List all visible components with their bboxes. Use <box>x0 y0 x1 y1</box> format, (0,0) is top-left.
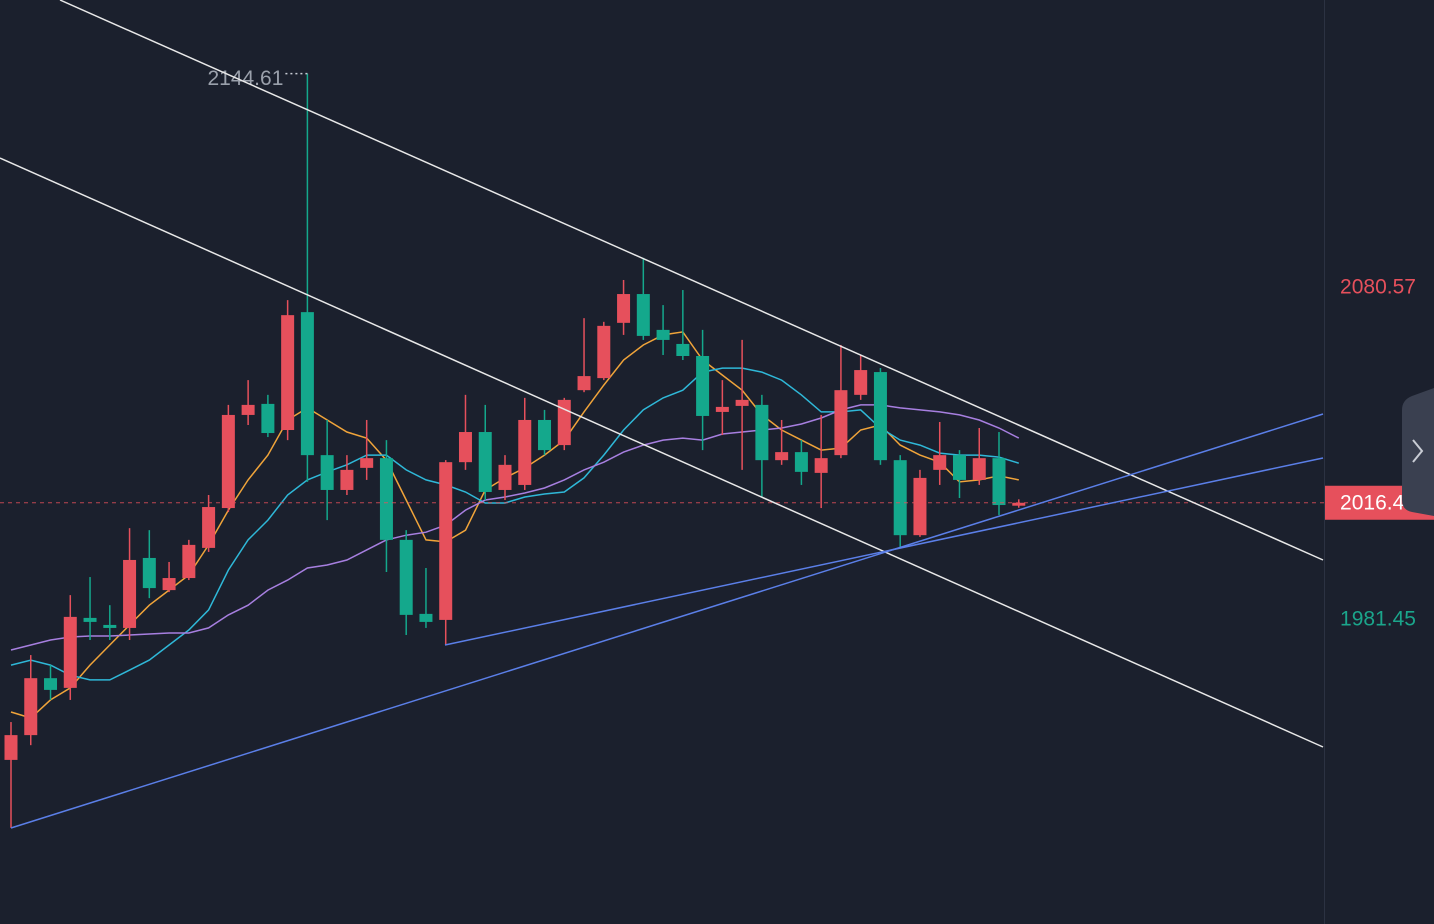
candle-body <box>83 617 97 622</box>
moving-average-line <box>10 404 1020 651</box>
candle-body <box>419 613 433 622</box>
candle-body <box>656 329 670 340</box>
candle-body <box>202 507 216 548</box>
moving-average-line <box>10 367 1020 681</box>
candle-body <box>636 294 650 336</box>
candle-body <box>142 557 156 589</box>
candle-body <box>755 404 769 461</box>
candle-body <box>63 616 77 688</box>
candle-body <box>221 414 235 509</box>
candle-body <box>458 432 472 463</box>
candle-body <box>913 477 927 536</box>
candle-body <box>735 399 749 406</box>
candle-body <box>44 678 58 690</box>
side-panel-tab[interactable] <box>1402 388 1434 516</box>
plot-area: 2144.61 <box>0 67 1324 828</box>
candle-body <box>261 403 275 434</box>
channel-line <box>0 157 1324 748</box>
y-tick-label: 1981.45 <box>1340 608 1416 631</box>
candle-body <box>972 458 986 480</box>
candle-body <box>320 455 334 490</box>
candle-body <box>241 404 255 415</box>
candle-body <box>439 462 453 620</box>
candle-body <box>399 539 413 615</box>
candle-body <box>360 458 374 468</box>
candle-body <box>676 343 690 357</box>
candle-body <box>1012 502 1026 506</box>
moving-average-line <box>10 331 1019 719</box>
candle-body <box>103 624 117 628</box>
candle-body <box>893 460 907 536</box>
candle-body <box>794 452 808 472</box>
candle-body <box>162 578 176 591</box>
candle-body <box>182 544 196 579</box>
candle-body <box>478 432 492 492</box>
candle-body <box>814 458 828 473</box>
channel-line <box>59 0 1324 561</box>
candle-body <box>597 325 611 379</box>
candle-body <box>4 735 18 760</box>
candle-body <box>538 419 552 451</box>
candle-body <box>518 419 532 485</box>
last-price-label: 2016.48 <box>1340 491 1416 514</box>
candle-body <box>992 458 1006 506</box>
candle-body <box>379 458 393 540</box>
expand-icon[interactable] <box>1412 439 1424 463</box>
candle-body <box>498 464 512 490</box>
candle-body <box>952 455 966 480</box>
candle-body <box>775 452 789 461</box>
candle-body <box>24 678 38 736</box>
candle-body <box>854 370 868 395</box>
candle-body <box>300 312 314 456</box>
max-label: 2144.61 <box>207 67 283 90</box>
candle-body <box>123 559 137 628</box>
candle-body <box>340 469 354 490</box>
candle-body <box>834 390 848 456</box>
candle-body <box>873 372 887 461</box>
candle-body <box>933 455 947 470</box>
candle-body <box>577 376 591 391</box>
support-line <box>444 457 1324 646</box>
candle-body <box>696 356 710 416</box>
candle-body <box>617 294 631 323</box>
support-line <box>10 413 1324 829</box>
candle-body <box>281 315 295 431</box>
y-tick-label: 2080.57 <box>1340 276 1416 299</box>
trend-lines <box>0 0 1324 829</box>
candle-body <box>715 406 729 412</box>
